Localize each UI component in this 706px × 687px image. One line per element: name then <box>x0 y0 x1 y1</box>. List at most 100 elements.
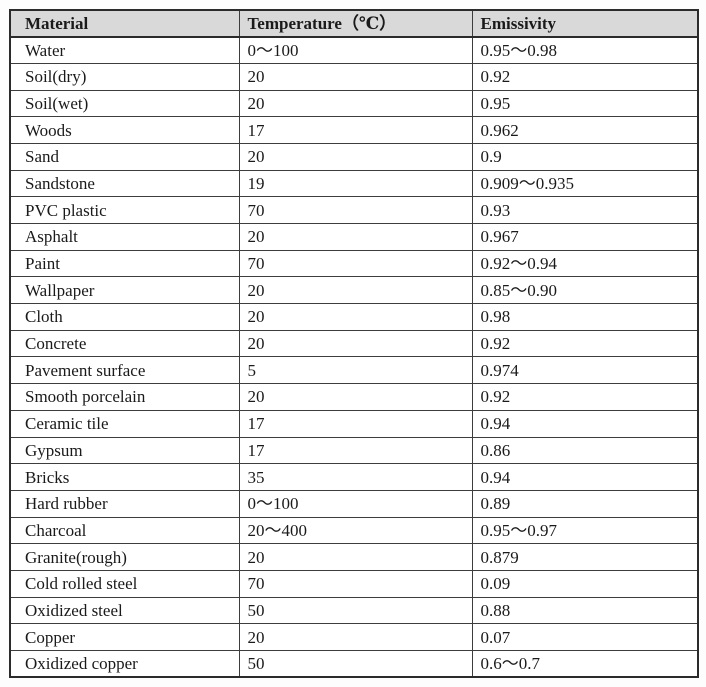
table-row: Smooth porcelain 20 0.92 <box>9 383 699 411</box>
cell-emissivity: 0.88 <box>471 596 699 625</box>
table-row: Asphalt 20 0.967 <box>9 223 699 251</box>
table-row: Gypsum 17 0.86 <box>9 436 699 465</box>
table-row: Pavement surface 5 0.974 <box>9 356 699 385</box>
cell-emissivity: 0.974 <box>471 356 699 385</box>
cell-emissivity: 0.86 <box>471 436 699 465</box>
table-row: Bricks 35 0.94 <box>9 463 699 491</box>
table-row: Cloth 20 0.98 <box>9 303 699 331</box>
cell-temperature: 70 <box>238 569 473 598</box>
cell-temperature: 17 <box>238 116 473 144</box>
cell-emissivity: 0.07 <box>471 623 699 651</box>
cell-temperature: 20 <box>238 623 473 651</box>
cell-material: Hard rubber <box>9 489 240 518</box>
cell-emissivity: 0.98 <box>471 303 699 331</box>
cell-temperature: 0～100 <box>238 489 473 518</box>
table-row: Oxidized steel 50 0.88 <box>9 596 699 625</box>
cell-temperature: 50 <box>238 596 473 625</box>
cell-emissivity: 0.85～0.90 <box>471 276 699 305</box>
table-row: Granite(rough) 20 0.879 <box>9 543 699 571</box>
cell-material: Bricks <box>9 463 240 491</box>
cell-temperature: 20 <box>238 383 473 411</box>
cell-emissivity: 0.6～0.7 <box>471 650 699 678</box>
table-body: Water 0～100 0.95～0.98 Soil(dry) 20 0.92 Soil(w… <box>9 36 699 678</box>
cell-material: Charcoal <box>9 516 240 545</box>
cell-material: Water <box>9 36 240 64</box>
cell-emissivity: 0.93 <box>471 196 699 224</box>
table-row: Concrete 20 0.92 <box>9 329 699 358</box>
cell-material: Ceramic tile <box>9 409 240 438</box>
cell-material: Woods <box>9 116 240 144</box>
cell-material: Paint <box>9 249 240 278</box>
cell-temperature: 17 <box>238 409 473 438</box>
cell-material: Asphalt <box>9 223 240 251</box>
column-header-emissivity: Emissivity <box>471 9 699 38</box>
cell-emissivity: 0.94 <box>471 409 699 438</box>
cell-material: Gypsum <box>9 436 240 465</box>
header-row: Material Temperature（℃） Emissivity <box>9 9 699 38</box>
cell-emissivity: 0.909～0.935 <box>471 169 699 198</box>
table-row: Water 0～100 0.95～0.98 <box>9 36 699 64</box>
cell-material: Wallpaper <box>9 276 240 305</box>
column-header-material: Material <box>9 9 240 38</box>
cell-temperature: 20 <box>238 329 473 358</box>
cell-emissivity: 0.95～0.97 <box>471 516 699 545</box>
cell-emissivity: 0.89 <box>471 489 699 518</box>
cell-temperature: 20 <box>238 62 473 91</box>
table-row: Sandstone 19 0.909～0.935 <box>9 169 699 198</box>
cell-temperature: 70 <box>238 249 473 278</box>
cell-temperature: 20～400 <box>238 516 473 545</box>
cell-material: Smooth porcelain <box>9 383 240 411</box>
table-row: Paint 70 0.92～0.94 <box>9 249 699 278</box>
cell-material: Sandstone <box>9 169 240 198</box>
cell-emissivity: 0.92 <box>471 62 699 91</box>
cell-emissivity: 0.95～0.98 <box>471 36 699 64</box>
table-row: Woods 17 0.962 <box>9 116 699 144</box>
cell-material: Oxidized copper <box>9 650 240 678</box>
table-row: Wallpaper 20 0.85～0.90 <box>9 276 699 305</box>
column-header-temperature: Temperature（℃） <box>238 9 473 38</box>
table-row: Copper 20 0.07 <box>9 623 699 651</box>
cell-emissivity: 0.92 <box>471 329 699 358</box>
table-header: Material Temperature（℃） Emissivity <box>9 9 699 38</box>
cell-temperature: 70 <box>238 196 473 224</box>
cell-temperature: 5 <box>238 356 473 385</box>
table-row: Soil(dry) 20 0.92 <box>9 62 699 91</box>
table-row: Cold rolled steel 70 0.09 <box>9 569 699 598</box>
table-row: Ceramic tile 17 0.94 <box>9 409 699 438</box>
cell-material: Granite(rough) <box>9 543 240 571</box>
cell-material: Copper <box>9 623 240 651</box>
cell-emissivity: 0.962 <box>471 116 699 144</box>
cell-emissivity: 0.879 <box>471 543 699 571</box>
table-row: Charcoal 20～400 0.95～0.97 <box>9 516 699 545</box>
table-row: PVC plastic 70 0.93 <box>9 196 699 224</box>
cell-temperature: 20 <box>238 303 473 331</box>
table-row: Soil(wet) 20 0.95 <box>9 89 699 118</box>
cell-emissivity: 0.92～0.94 <box>471 249 699 278</box>
cell-material: Sand <box>9 142 240 171</box>
cell-temperature: 0～100 <box>238 36 473 64</box>
table-row: Hard rubber 0～100 0.89 <box>9 489 699 518</box>
cell-material: PVC plastic <box>9 196 240 224</box>
cell-temperature: 17 <box>238 436 473 465</box>
cell-emissivity: 0.9 <box>471 142 699 171</box>
cell-emissivity: 0.92 <box>471 383 699 411</box>
cell-temperature: 20 <box>238 89 473 118</box>
table-row: Oxidized copper 50 0.6～0.7 <box>9 650 699 678</box>
cell-temperature: 35 <box>238 463 473 491</box>
cell-material: Soil(dry) <box>9 62 240 91</box>
cell-material: Cold rolled steel <box>9 569 240 598</box>
cell-temperature: 20 <box>238 543 473 571</box>
cell-temperature: 19 <box>238 169 473 198</box>
cell-material: Oxidized steel <box>9 596 240 625</box>
cell-emissivity: 0.95 <box>471 89 699 118</box>
cell-material: Concrete <box>9 329 240 358</box>
cell-temperature: 20 <box>238 142 473 171</box>
cell-emissivity: 0.967 <box>471 223 699 251</box>
cell-temperature: 50 <box>238 650 473 678</box>
cell-material: Cloth <box>9 303 240 331</box>
cell-temperature: 20 <box>238 223 473 251</box>
cell-material: Soil(wet) <box>9 89 240 118</box>
cell-material: Pavement surface <box>9 356 240 385</box>
table-row: Sand 20 0.9 <box>9 142 699 171</box>
